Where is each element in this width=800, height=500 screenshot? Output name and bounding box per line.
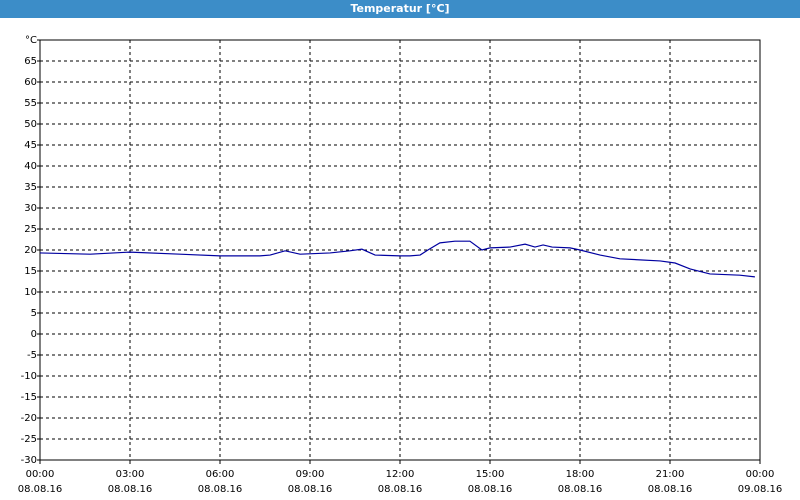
y-tick-label: 0 <box>31 329 37 340</box>
y-tick-label: 45 <box>24 140 37 151</box>
x-tick-label: 09.08.16 <box>738 484 783 495</box>
y-tick-label: 65 <box>24 56 37 67</box>
x-tick-label: 15:00 <box>476 469 505 480</box>
x-tick-label: 08.08.16 <box>558 484 603 495</box>
x-tick-label: 08.08.16 <box>18 484 63 495</box>
y-tick-label: 55 <box>24 98 37 109</box>
x-tick-label: 08.08.16 <box>108 484 153 495</box>
x-tick-label: 21:00 <box>656 469 685 480</box>
y-tick-label: 20 <box>24 245 37 256</box>
y-tick-label: -5 <box>27 350 37 361</box>
x-tick-label: 06:00 <box>206 469 235 480</box>
y-tick-label: 10 <box>24 287 37 298</box>
y-tick-label: 15 <box>24 266 37 277</box>
y-tick-label: °C <box>25 35 37 46</box>
y-tick-label: 35 <box>24 182 37 193</box>
y-tick-label: -20 <box>21 413 37 424</box>
y-tick-label: 25 <box>24 224 37 235</box>
x-tick-label: 12:00 <box>386 469 415 480</box>
x-tick-label: 18:00 <box>566 469 595 480</box>
x-tick-label: 09:00 <box>296 469 325 480</box>
y-tick-label: 50 <box>24 119 37 130</box>
y-tick-label: 60 <box>24 77 37 88</box>
title-bar: Temperatur [°C] <box>0 0 800 18</box>
y-tick-label: -25 <box>21 434 37 445</box>
x-tick-label: 08.08.16 <box>288 484 333 495</box>
y-tick-label: 40 <box>24 161 37 172</box>
y-tick-label: -10 <box>21 371 37 382</box>
y-tick-label: 5 <box>31 308 37 319</box>
y-tick-label: -30 <box>21 455 37 466</box>
x-tick-label: 00:00 <box>26 469 55 480</box>
x-tick-label: 03:00 <box>116 469 145 480</box>
x-tick-label: 08.08.16 <box>468 484 513 495</box>
line-series <box>39 240 755 278</box>
x-tick-label: 08.08.16 <box>648 484 693 495</box>
y-tick-label: -15 <box>21 392 37 403</box>
x-tick-label: 08.08.16 <box>378 484 423 495</box>
x-tick-label: 08.08.16 <box>198 484 243 495</box>
x-tick-label: 00:00 <box>746 469 775 480</box>
y-tick-label: 30 <box>24 203 37 214</box>
